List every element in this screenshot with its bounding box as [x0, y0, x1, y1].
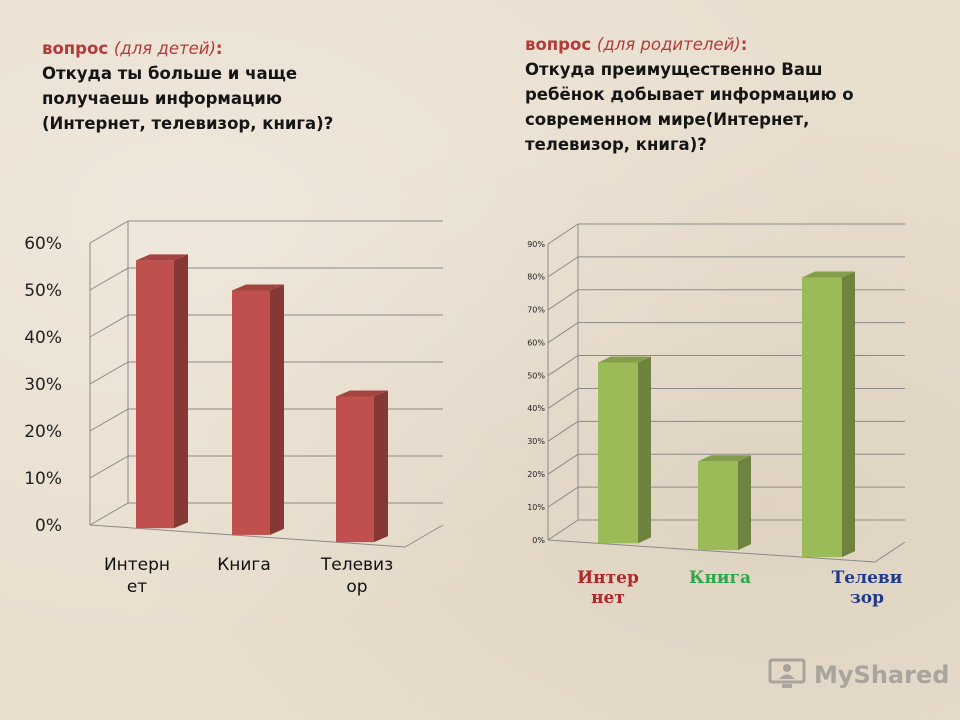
gridline-side: [547, 486, 579, 508]
x-category-label: Интерн: [104, 555, 170, 575]
y-tick-label: 30%: [24, 375, 62, 395]
gridline-side: [89, 455, 129, 479]
x-category-label: Интер: [577, 568, 639, 588]
y-tick-label: 40%: [527, 404, 545, 413]
bar: [136, 260, 174, 529]
chart-parents: 0% 10% 20% 30% 40% 50% 60% 70% 80% 90% Интернет Кни…: [527, 223, 906, 608]
monitor-person-icon: [768, 658, 806, 688]
x-category-label: ет: [127, 577, 147, 597]
y-tick-label: 0%: [35, 516, 62, 536]
gridline-side: [547, 388, 579, 409]
bar: [598, 362, 638, 544]
gridline-side: [547, 519, 579, 541]
x-category-label: Книга: [689, 568, 751, 588]
bar-side: [174, 254, 188, 529]
y-tick-label: 0%: [532, 536, 545, 545]
y-tick-label: 60%: [24, 234, 62, 254]
bar: [232, 290, 270, 535]
watermark-text: MyShared: [814, 661, 950, 689]
bar-side: [842, 271, 855, 558]
gridline-side: [547, 355, 579, 376]
question-audience: (для детей): [113, 39, 216, 58]
x-category-label: нет: [591, 588, 625, 608]
gridline-side: [89, 220, 129, 244]
y-tick-label: 20%: [24, 422, 62, 442]
chart-children: 0% 10% 20% 30% 40% 50% 60% Интернет Книга Телевиз…: [24, 220, 444, 597]
question-colon: :: [740, 35, 748, 54]
y-tick-label: 10%: [527, 503, 545, 512]
y-tick-label: 30%: [527, 437, 545, 446]
bar-top: [232, 284, 284, 291]
y-tick-label: 80%: [527, 273, 545, 282]
x-category-label: Телевиз: [320, 555, 393, 575]
y-tick-label: 50%: [527, 371, 545, 380]
question-colon: :: [215, 39, 223, 58]
y-tick-label: 70%: [527, 306, 545, 315]
gridline-side: [89, 502, 129, 526]
floor-edge: [547, 539, 876, 563]
floor-edge: [89, 524, 406, 548]
x-category-label: Книга: [217, 555, 271, 575]
gridline-side: [547, 256, 579, 278]
bar-side: [738, 455, 751, 551]
question-audience: (для родителей): [596, 35, 741, 54]
gridline-side: [89, 361, 129, 385]
question-prefix: вопрос: [525, 35, 592, 54]
x-category-label: ор: [346, 577, 367, 597]
floor-edge-right: [874, 541, 906, 563]
floor-edge-right: [404, 524, 444, 548]
bar-top: [802, 271, 855, 278]
bar-top: [136, 254, 188, 261]
gridline-side: [89, 408, 129, 432]
gridline-side: [547, 289, 579, 311]
y-tick-label: 50%: [24, 281, 62, 301]
question-header: вопрос (для детей):: [42, 36, 462, 61]
question-text: Откуда преимущественно Ваш ребёнок добыв…: [525, 60, 854, 154]
bar: [698, 461, 738, 551]
x-category-label: зор: [850, 588, 884, 608]
question-prefix: вопрос: [42, 39, 109, 58]
bar: [802, 277, 842, 558]
y-tick-label: 20%: [527, 470, 545, 479]
question-children: вопрос (для детей): Откуда ты больше и ч…: [42, 36, 462, 136]
bar-top: [336, 390, 388, 397]
bar-side: [270, 284, 284, 535]
y-tick-label: 60%: [527, 338, 545, 347]
gridline-side: [547, 453, 579, 475]
bar-top: [598, 356, 651, 363]
question-text: Откуда ты больше и чаще получаешь информ…: [42, 64, 334, 133]
bar: [336, 396, 374, 543]
gridline-side: [89, 267, 129, 291]
watermark: MyShared: [768, 655, 949, 695]
bar-side: [638, 356, 651, 544]
gridline-side: [547, 322, 579, 344]
bar-side: [374, 390, 388, 543]
question-header: вопрос (для родителей):: [525, 32, 945, 57]
y-tick-label: 10%: [24, 469, 62, 489]
y-tick-label: 40%: [24, 328, 62, 348]
gridline-side: [547, 420, 579, 442]
bar-top: [698, 455, 751, 462]
y-tick-label: 90%: [527, 240, 545, 249]
question-parents: вопрос (для родителей): Откуда преимущес…: [525, 32, 945, 157]
gridline-side: [89, 314, 129, 338]
gridline-side: [547, 223, 579, 245]
x-category-label: Телеви: [832, 568, 903, 588]
